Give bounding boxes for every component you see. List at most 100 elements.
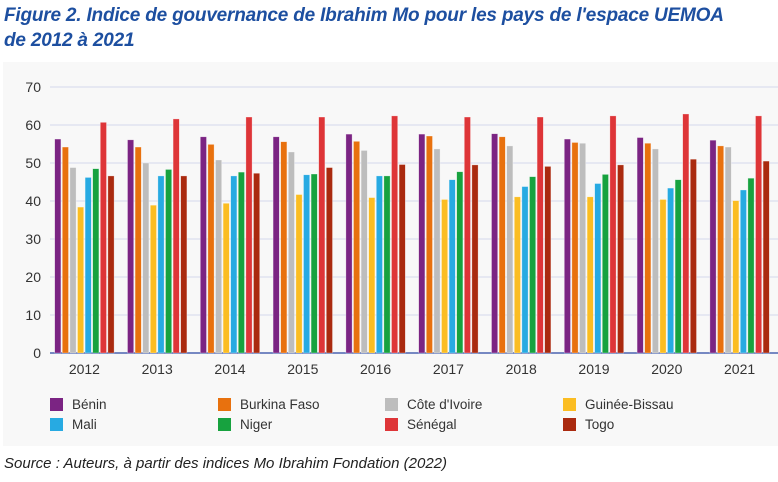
bar-togo-2014	[253, 172, 260, 354]
figure-title-line-1: Figure 2. Indice de gouvernance de Ibrah…	[4, 5, 724, 26]
legend-swatch	[563, 398, 576, 411]
bar-niger-2019	[601, 174, 609, 354]
bar-s-n-gal-2020	[682, 113, 690, 354]
bar-c-te-d-ivoire-2015	[287, 151, 295, 354]
bar-burkina-faso-2021	[717, 145, 724, 354]
bar-mali-2021	[739, 189, 747, 354]
bar-mali-2013	[157, 175, 165, 354]
legend-item-mali: Mali	[50, 417, 97, 432]
bar-guin-e-bissau-2013	[150, 204, 157, 354]
bar-mali-2018	[521, 186, 529, 354]
legend-label: Burkina Faso	[240, 397, 320, 412]
bar-niger-2013	[165, 169, 172, 354]
bar-guin-e-bissau-2020	[659, 199, 667, 354]
bar-togo-2016	[398, 164, 406, 354]
bar-s-n-gal-2019	[609, 115, 617, 354]
bar-guin-e-bissau-2017	[441, 199, 448, 354]
bar-burkina-faso-2017	[425, 135, 433, 354]
y-axis-ticks: 0 10 20 30 40 50 60 70	[25, 79, 41, 361]
bar-s-n-gal-2015	[318, 116, 326, 354]
bar-mali-2017	[448, 179, 456, 354]
y-tick-label: 60	[25, 117, 41, 133]
y-tick-label: 0	[33, 345, 41, 361]
bar-mali-2014	[230, 175, 238, 354]
y-tick-label: 20	[25, 269, 41, 285]
bar-guin-e-bissau-2014	[222, 202, 230, 354]
bar-c-te-d-ivoire-2013	[142, 162, 150, 354]
x-tick-label: 2015	[287, 361, 318, 377]
bar-s-n-gal-2018	[536, 116, 544, 354]
bar-togo-2012	[107, 175, 115, 354]
bar-s-n-gal-2014	[245, 116, 253, 354]
bar-b-nin-2015	[272, 136, 280, 354]
y-tick-label: 10	[25, 307, 41, 323]
legend-item-s-n-gal: Sénégal	[385, 417, 457, 432]
bar-guin-e-bissau-2018	[513, 196, 521, 354]
bar-guin-e-bissau-2015	[295, 194, 303, 354]
legend-label: Togo	[585, 417, 615, 432]
bar-c-te-d-ivoire-2020	[651, 148, 659, 354]
bar-burkina-faso-2014	[207, 144, 215, 354]
x-tick-label: 2012	[69, 361, 100, 377]
bar-mali-2020	[667, 187, 674, 354]
bar-niger-2012	[92, 168, 100, 354]
bar-togo-2019	[617, 164, 624, 354]
x-tick-label: 2017	[433, 361, 464, 377]
legend-label: Bénin	[72, 397, 107, 412]
bar-mali-2015	[303, 174, 310, 354]
legend-item-guin-e-bissau: Guinée-Bissau	[563, 397, 674, 412]
bar-b-nin-2014	[200, 136, 207, 354]
bar-b-nin-2013	[127, 139, 134, 354]
legend-label: Niger	[240, 417, 273, 432]
bars	[54, 113, 770, 354]
bar-niger-2014	[238, 171, 245, 354]
bar-burkina-faso-2016	[353, 141, 360, 354]
bar-c-te-d-ivoire-2016	[360, 150, 368, 354]
legend-item-burkina-faso: Burkina Faso	[218, 397, 320, 412]
x-tick-label: 2021	[724, 361, 755, 377]
bar-mali-2016	[375, 175, 383, 354]
bar-b-nin-2012	[54, 138, 62, 354]
bar-s-n-gal-2017	[463, 116, 471, 354]
bar-togo-2018	[544, 166, 552, 354]
legend-item-niger: Niger	[218, 417, 272, 432]
bar-togo-2021	[762, 160, 770, 354]
legend-swatch	[563, 418, 576, 431]
bar-c-te-d-ivoire-2017	[433, 148, 441, 354]
figure-title: Figure 2. Indice de gouvernance de Ibrah…	[4, 3, 774, 53]
legend-label: Côte d'Ivoire	[407, 397, 483, 412]
bar-burkina-faso-2012	[61, 146, 69, 354]
bar-burkina-faso-2019	[571, 142, 579, 354]
y-tick-label: 50	[25, 155, 41, 171]
bar-c-te-d-ivoire-2021	[724, 146, 732, 354]
figure-title-line-2: de 2012 à 2021	[4, 30, 135, 51]
bar-guin-e-bissau-2021	[732, 200, 740, 354]
bar-b-nin-2018	[491, 133, 498, 354]
bar-burkina-faso-2020	[644, 142, 652, 354]
legend-swatch	[218, 418, 231, 431]
bar-burkina-faso-2018	[498, 136, 506, 354]
bar-c-te-d-ivoire-2012	[69, 167, 77, 354]
bar-mali-2012	[84, 177, 92, 354]
bar-b-nin-2019	[563, 138, 571, 354]
bar-b-nin-2016	[345, 133, 353, 354]
bar-niger-2021	[747, 177, 755, 354]
bar-b-nin-2017	[418, 133, 426, 354]
x-tick-label: 2016	[360, 361, 391, 377]
bar-burkina-faso-2013	[134, 146, 142, 354]
legend-swatch	[50, 418, 63, 431]
bar-b-nin-2020	[636, 137, 644, 354]
bar-c-te-d-ivoire-2014	[215, 159, 222, 354]
bar-niger-2015	[310, 173, 318, 354]
y-tick-label: 40	[25, 193, 41, 209]
legend-swatch	[385, 398, 398, 411]
bar-b-nin-2021	[709, 139, 717, 354]
x-tick-label: 2014	[214, 361, 245, 377]
bar-togo-2020	[689, 158, 697, 354]
bar-mali-2019	[594, 183, 602, 354]
legend-swatch	[385, 418, 398, 431]
bar-burkina-faso-2015	[280, 141, 288, 354]
legend-item-togo: Togo	[563, 417, 614, 432]
legend-swatch	[218, 398, 231, 411]
